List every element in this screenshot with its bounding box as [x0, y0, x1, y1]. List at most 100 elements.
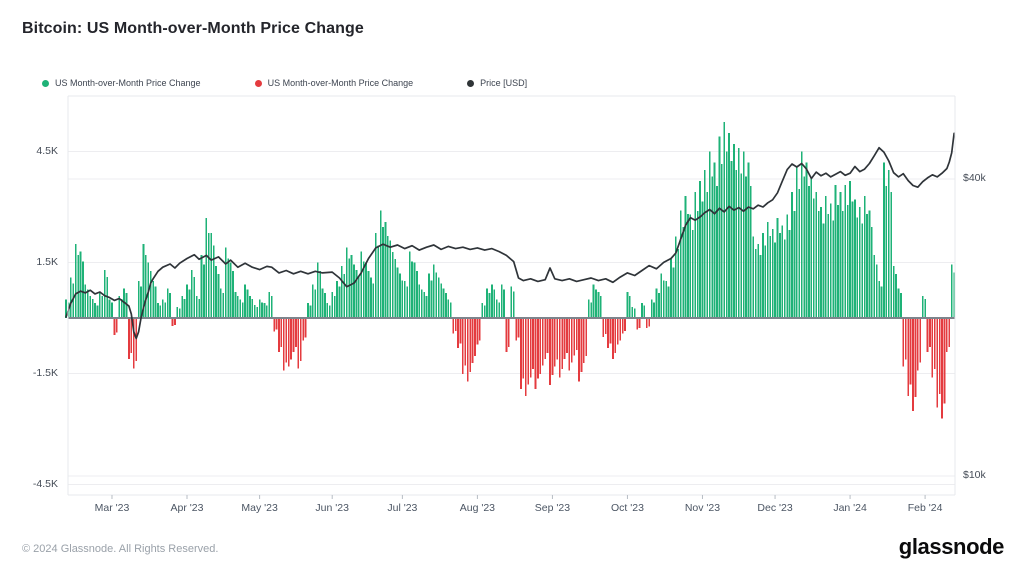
- bar-positive[interactable]: [810, 177, 813, 318]
- bar-negative[interactable]: [135, 318, 138, 361]
- bar-negative[interactable]: [520, 318, 522, 389]
- bar-negative[interactable]: [563, 318, 566, 360]
- bar-positive[interactable]: [694, 192, 697, 318]
- bar-positive[interactable]: [660, 273, 663, 318]
- bar-negative[interactable]: [280, 318, 283, 347]
- bar-positive[interactable]: [190, 269, 193, 318]
- bar-negative[interactable]: [524, 318, 527, 397]
- bar-negative[interactable]: [929, 318, 931, 347]
- bar-positive[interactable]: [728, 133, 730, 318]
- bar-positive[interactable]: [595, 289, 597, 318]
- bar-negative[interactable]: [544, 318, 547, 360]
- bar-positive[interactable]: [149, 270, 152, 318]
- bar-positive[interactable]: [91, 299, 94, 318]
- bar-positive[interactable]: [101, 295, 104, 319]
- bar-negative[interactable]: [113, 318, 116, 336]
- bar-positive[interactable]: [803, 176, 805, 318]
- bar-positive[interactable]: [706, 192, 709, 318]
- bar-positive[interactable]: [232, 270, 234, 318]
- bar-negative[interactable]: [508, 318, 510, 347]
- bar-positive[interactable]: [788, 229, 791, 318]
- bar-positive[interactable]: [793, 211, 796, 318]
- bar-negative[interactable]: [938, 318, 941, 394]
- bar-positive[interactable]: [99, 292, 101, 318]
- bar-negative[interactable]: [616, 318, 619, 345]
- bar-negative[interactable]: [933, 318, 936, 369]
- bar-positive[interactable]: [374, 232, 377, 318]
- bar-positive[interactable]: [684, 195, 687, 318]
- bar-negative[interactable]: [619, 318, 622, 341]
- bar-positive[interactable]: [597, 292, 600, 318]
- bar-positive[interactable]: [413, 262, 416, 319]
- bar-positive[interactable]: [377, 245, 380, 318]
- bar-positive[interactable]: [249, 295, 251, 318]
- bar-positive[interactable]: [118, 295, 121, 318]
- bar-positive[interactable]: [655, 288, 658, 318]
- bar-negative[interactable]: [941, 318, 943, 419]
- bar-negative[interactable]: [273, 318, 275, 332]
- bar-positive[interactable]: [757, 244, 759, 318]
- bar-negative[interactable]: [621, 318, 624, 334]
- bar-positive[interactable]: [723, 121, 726, 319]
- bar-positive[interactable]: [510, 286, 513, 318]
- bar-positive[interactable]: [779, 233, 781, 318]
- bar-positive[interactable]: [357, 277, 360, 318]
- bar-positive[interactable]: [365, 262, 367, 319]
- bar-negative[interactable]: [471, 318, 474, 363]
- bar-positive[interactable]: [878, 281, 880, 318]
- bar-positive[interactable]: [74, 244, 77, 318]
- bar-negative[interactable]: [936, 318, 939, 408]
- bar-positive[interactable]: [866, 214, 868, 318]
- bar-positive[interactable]: [829, 203, 832, 318]
- bar-positive[interactable]: [762, 232, 764, 318]
- bar-positive[interactable]: [704, 170, 706, 318]
- bar-positive[interactable]: [730, 160, 733, 318]
- bar-negative[interactable]: [299, 318, 302, 361]
- bar-positive[interactable]: [742, 151, 745, 319]
- bar-positive[interactable]: [324, 292, 326, 318]
- bar-negative[interactable]: [566, 318, 568, 354]
- bar-positive[interactable]: [897, 288, 900, 318]
- bar-positive[interactable]: [839, 192, 842, 318]
- bar-negative[interactable]: [130, 318, 133, 354]
- bar-positive[interactable]: [924, 299, 926, 318]
- bar-negative[interactable]: [561, 318, 563, 369]
- bar-positive[interactable]: [711, 176, 713, 318]
- bar-positive[interactable]: [316, 262, 319, 319]
- bar-positive[interactable]: [599, 295, 602, 319]
- bar-positive[interactable]: [774, 242, 776, 318]
- bar-positive[interactable]: [587, 299, 590, 319]
- bar-negative[interactable]: [575, 318, 578, 350]
- bar-negative[interactable]: [532, 318, 534, 369]
- bar-negative[interactable]: [604, 318, 607, 335]
- bar-positive[interactable]: [890, 192, 893, 318]
- bar-negative[interactable]: [907, 318, 910, 397]
- bar-negative[interactable]: [916, 318, 919, 371]
- bar-positive[interactable]: [805, 162, 808, 318]
- bar-positive[interactable]: [953, 272, 955, 318]
- bar-positive[interactable]: [157, 303, 159, 318]
- bar-positive[interactable]: [834, 184, 837, 318]
- bar-positive[interactable]: [343, 273, 346, 318]
- bar-positive[interactable]: [266, 305, 268, 318]
- bar-negative[interactable]: [469, 318, 471, 372]
- bar-positive[interactable]: [311, 284, 314, 318]
- bar-positive[interactable]: [217, 273, 220, 318]
- bar-positive[interactable]: [161, 299, 164, 319]
- legend-item-price[interactable]: Price [USD]: [467, 78, 527, 88]
- bar-positive[interactable]: [442, 288, 445, 318]
- bar-negative[interactable]: [476, 318, 479, 345]
- bar-negative[interactable]: [132, 318, 135, 369]
- bar-positive[interactable]: [764, 245, 767, 318]
- bar-positive[interactable]: [145, 255, 147, 318]
- bar-positive[interactable]: [481, 303, 484, 318]
- bar-positive[interactable]: [781, 225, 784, 319]
- bar-negative[interactable]: [527, 318, 530, 385]
- bar-positive[interactable]: [873, 255, 876, 318]
- bar-positive[interactable]: [241, 302, 244, 318]
- bar-negative[interactable]: [517, 318, 520, 338]
- bar-positive[interactable]: [449, 302, 452, 318]
- bar-positive[interactable]: [701, 201, 704, 318]
- bar-positive[interactable]: [253, 305, 256, 318]
- bar-positive[interactable]: [331, 292, 334, 318]
